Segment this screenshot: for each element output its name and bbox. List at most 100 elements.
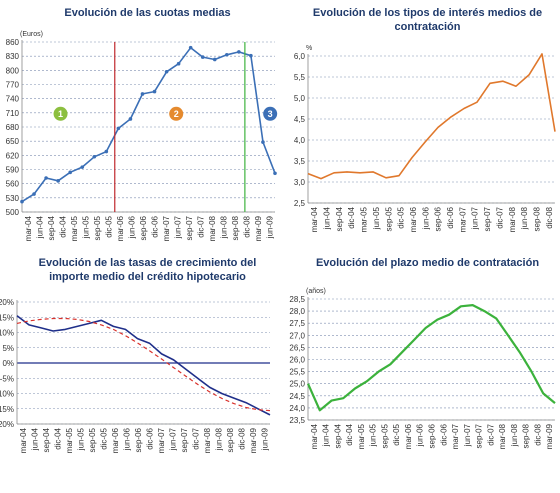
chart1-x-tick-label: jun-09 bbox=[265, 215, 274, 239]
chart4-y-tick-label: 28,5 bbox=[289, 295, 305, 304]
chart4-x-tick-label: dic-07 bbox=[486, 423, 495, 445]
chart4-series-1-line bbox=[306, 304, 556, 412]
chart1-x-tick-label: mar-07 bbox=[162, 215, 171, 241]
chart1-data-point bbox=[128, 117, 133, 121]
chart2-x-tick-label: mar-05 bbox=[360, 206, 369, 232]
chart3-y-tick-label: 5% bbox=[2, 344, 14, 353]
chart2-x-tick-label: mar-08 bbox=[508, 206, 517, 232]
chart1-phase-marker-label: 2 bbox=[174, 109, 179, 119]
chart4-x-tick-label: dic-04 bbox=[345, 423, 354, 445]
chart1-x-tick-label: sep-04 bbox=[47, 215, 56, 240]
chart1-data-point bbox=[200, 55, 205, 59]
chart2-x-tick-label: sep-06 bbox=[434, 206, 443, 231]
chart1-y-tick-label: 530 bbox=[6, 194, 20, 203]
chart1-x-tick-label: mar-05 bbox=[70, 215, 79, 241]
chart3-x-tick-label: mar-08 bbox=[203, 427, 212, 453]
chart2-x-tick-label: sep-08 bbox=[532, 206, 541, 231]
chart4-x-tick-label: jun-05 bbox=[369, 423, 378, 447]
chart1-y-tick-label: 740 bbox=[6, 95, 20, 104]
chart1-x-tick-label: dic-06 bbox=[150, 215, 159, 237]
chart1-data-point bbox=[140, 92, 145, 96]
chart2-x-tick-label: jun-08 bbox=[520, 206, 529, 230]
chart3-x-tick-label: dic-05 bbox=[99, 427, 108, 449]
chart4-y-tick-label: 25,0 bbox=[289, 380, 305, 389]
chart4-x-tick-label: mar-05 bbox=[357, 423, 366, 449]
chart1-x-tick-label: sep-07 bbox=[185, 215, 194, 240]
chart1-series-1-line bbox=[21, 46, 276, 203]
chart3-x-tick-label: dic-04 bbox=[53, 427, 62, 449]
chart4-x-tick-label: mar-07 bbox=[451, 423, 460, 449]
chart3-y-tick-label: 10% bbox=[0, 329, 14, 338]
chart1-x-tick-label: mar-06 bbox=[116, 215, 125, 241]
chart3-series-2-line bbox=[16, 317, 271, 412]
chart3-y-tick-label: -5% bbox=[0, 374, 14, 383]
chart3-x-tick-label: sep-06 bbox=[134, 427, 143, 452]
chart2-y-tick-label: 3,5 bbox=[294, 157, 306, 166]
chart4-x-tick-label: dic-06 bbox=[439, 423, 448, 445]
chart3-x-tick-label: sep-07 bbox=[180, 427, 189, 452]
chart1-y-tick-label: 560 bbox=[6, 180, 20, 189]
chart3-x-tick-label: dic-07 bbox=[191, 427, 200, 449]
chart1-x-tick-label: dic-08 bbox=[242, 215, 251, 237]
chart2-x-tick-label: jun-07 bbox=[471, 206, 480, 230]
chart3-x-tick-label: jun-04 bbox=[30, 427, 39, 451]
chart1-phase-marker bbox=[53, 106, 68, 121]
chart1-x-tick-label: dic-04 bbox=[58, 215, 67, 237]
chart1-x-tick-label: jun-04 bbox=[35, 215, 44, 239]
chart4-x-tick-label: jun-08 bbox=[510, 423, 519, 447]
chart1-data-point bbox=[32, 192, 36, 196]
chart4-x-tick-label: dic-08 bbox=[533, 423, 542, 445]
chart1-data-point bbox=[56, 179, 60, 183]
chart1-data-point bbox=[104, 149, 109, 154]
chart4-x-tick-label: mar-09 bbox=[545, 423, 554, 449]
chart1-data-point bbox=[225, 52, 229, 57]
chart4-y-tick-label: 24,5 bbox=[289, 392, 305, 401]
chart4-x-tick-label: jun-07 bbox=[463, 423, 472, 447]
chart2-x-tick-label: mar-07 bbox=[458, 206, 467, 232]
chart2-x-tick-label: sep-07 bbox=[483, 206, 492, 231]
chart1-x-tick-label: sep-05 bbox=[93, 215, 102, 240]
chart1-phase-marker-label: 3 bbox=[268, 109, 273, 119]
chart3-x-tick-label: jun-08 bbox=[214, 427, 223, 451]
chart2-y-tick-label: 4,0 bbox=[294, 136, 306, 145]
chart2-series-1-line bbox=[307, 53, 556, 180]
chart4-unit-label: (años) bbox=[306, 288, 326, 295]
chart4-x-tick-label: sep-04 bbox=[333, 423, 342, 448]
chart4-x-tick-label: sep-08 bbox=[522, 423, 531, 448]
chart2-x-tick-label: dic-06 bbox=[446, 206, 455, 228]
chart4-x-tick-label: sep-07 bbox=[475, 423, 484, 448]
chart3-x-tick-label: jun-07 bbox=[168, 427, 177, 451]
chart4-y-tick-label: 27,5 bbox=[289, 319, 305, 328]
chart3-x-tick-label: jun-05 bbox=[76, 427, 85, 451]
chart2-y-tick-label: 6,0 bbox=[294, 52, 306, 61]
chart1-data-point bbox=[80, 165, 85, 169]
chart1-data-point bbox=[44, 176, 48, 180]
chart3-series-1-line bbox=[16, 315, 271, 416]
chart3-x-tick-label: mar-09 bbox=[249, 427, 258, 453]
chart3-y-tick-label: -20% bbox=[0, 420, 14, 429]
chart1-x-tick-label: jun-08 bbox=[219, 215, 228, 239]
chart2-x-tick-label: jun-05 bbox=[372, 206, 381, 230]
chart1-y-tick-label: 620 bbox=[6, 151, 20, 160]
chart2-y-tick-label: 2,5 bbox=[294, 199, 306, 208]
chart2-unit-label: % bbox=[306, 45, 312, 52]
chart3-y-tick-label: 20% bbox=[0, 298, 14, 307]
chart4-x-tick-label: sep-05 bbox=[380, 423, 389, 448]
chart1-phase-marker-label: 1 bbox=[58, 109, 63, 119]
chart4-y-tick-label: 26,5 bbox=[289, 343, 305, 352]
chart2-x-tick-label: dic-05 bbox=[397, 206, 406, 228]
chart1-data-point bbox=[188, 45, 193, 50]
chart2-x-tick-label: dic-07 bbox=[495, 206, 504, 228]
chart3-y-tick-label: -15% bbox=[0, 405, 14, 414]
chart3-x-tick-label: sep-05 bbox=[88, 427, 97, 452]
chart4-title: Evolución del plazo medio de contratació… bbox=[315, 257, 540, 269]
chart2-x-tick-label: sep-05 bbox=[384, 206, 393, 231]
chart4-x-tick-label: mar-04 bbox=[310, 423, 319, 449]
chart1-y-tick-label: 770 bbox=[6, 81, 20, 90]
chart1-unit-label: (Euros) bbox=[20, 31, 43, 38]
chart3-title: Evolución de las tasas de crecimiento de… bbox=[38, 257, 257, 283]
chart1-y-tick-label: 500 bbox=[6, 208, 20, 217]
chart3-x-tick-label: sep-04 bbox=[42, 427, 51, 452]
chart3-x-tick-label: mar-06 bbox=[111, 427, 120, 453]
